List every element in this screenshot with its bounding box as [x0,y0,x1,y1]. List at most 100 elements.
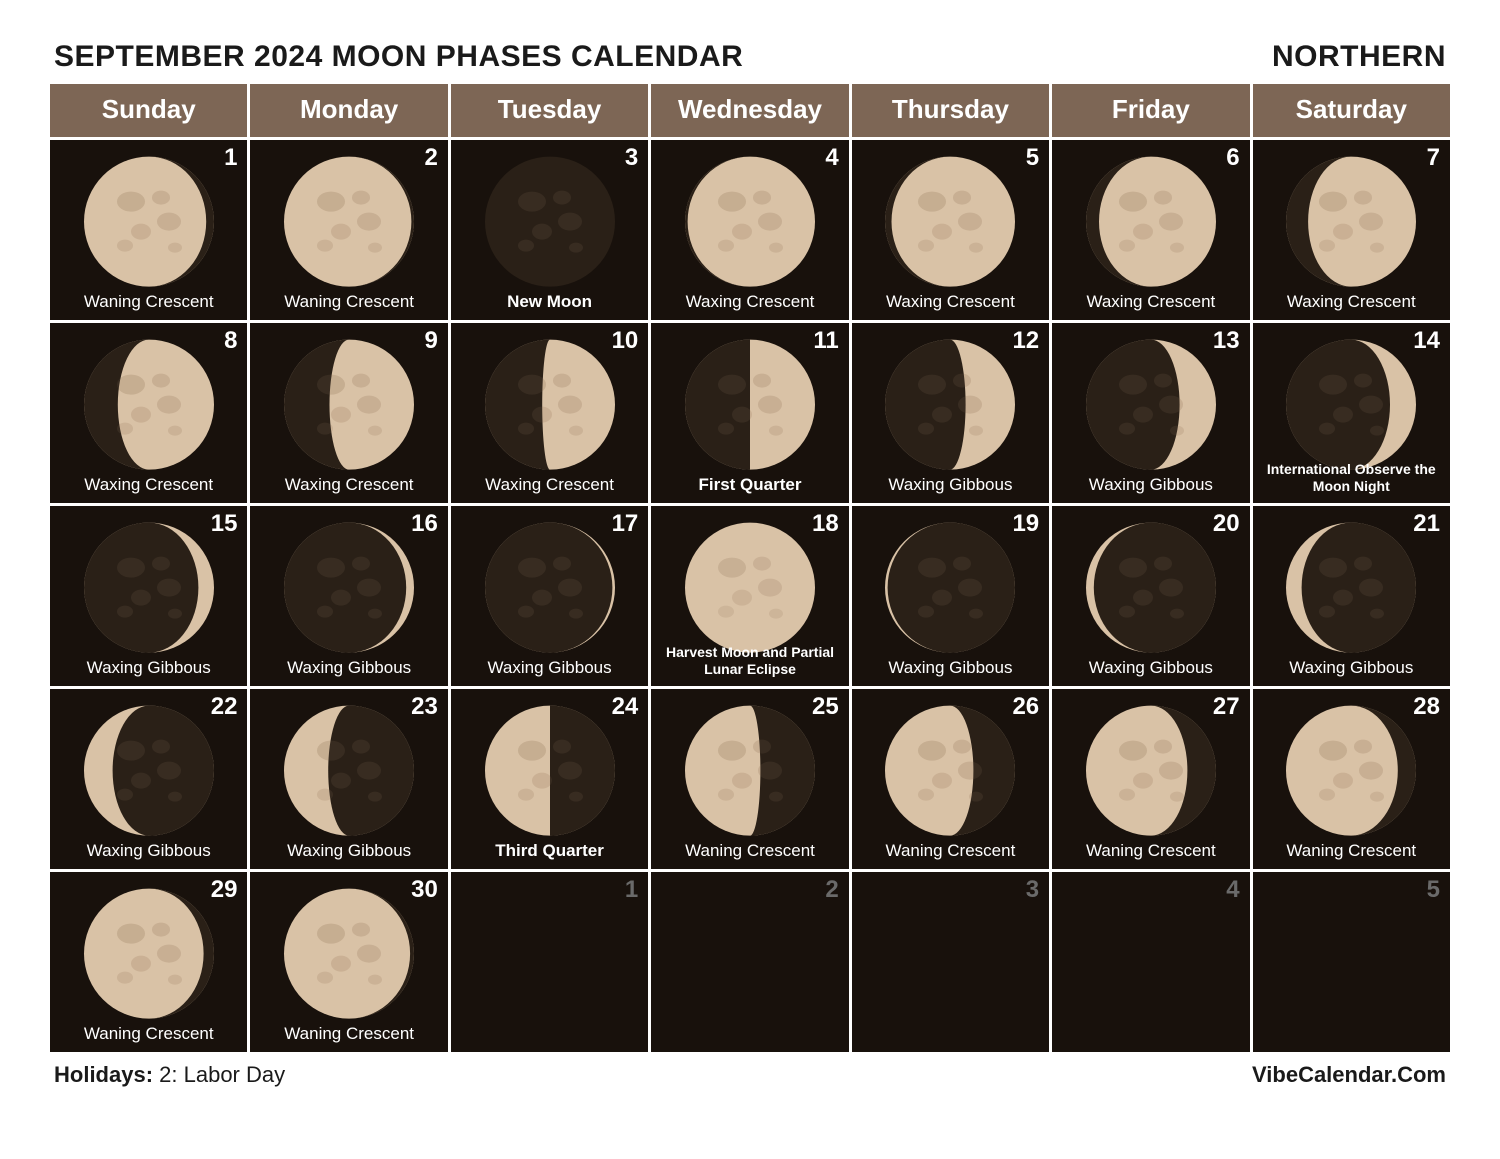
phase-label: Waxing Gibbous [50,841,247,869]
moon-icon [680,335,820,475]
holidays-label: Holidays: [54,1062,153,1087]
calendar-cell: 21 Waxing Gibbous [1253,506,1450,686]
calendar-cell: 9 Waxing Crescent [250,323,447,503]
page-title: SEPTEMBER 2024 MOON PHASES CALENDAR [54,40,743,74]
calendar-cell-other-month: 4 [1052,872,1249,1052]
moon-icon [1281,152,1421,292]
phase-label: Waxing Crescent [250,475,447,503]
calendar-cell: 24 Third Quarter [451,689,648,869]
moon-icon [1081,518,1221,658]
day-number: 2 [825,876,838,904]
day-header: Sunday [50,84,247,137]
moon-icon [680,518,820,658]
calendar-cell: 15 Waxing Gibbous [50,506,247,686]
phase-label: Waning Crescent [651,841,848,869]
moon-icon [480,701,620,841]
day-header: Friday [1052,84,1249,137]
phase-label: Third Quarter [451,841,648,869]
day-number: 6 [1226,144,1239,172]
day-number: 4 [1226,876,1239,904]
phase-label: Waxing Gibbous [1052,475,1249,503]
moon-icon [279,335,419,475]
moon-icon [79,884,219,1024]
phase-label: Harvest Moon and Partial Lunar Eclipse [651,644,848,686]
moon-icon [1081,701,1221,841]
phase-label: Waxing Gibbous [250,658,447,686]
day-number: 26 [1012,693,1039,721]
day-number: 20 [1213,510,1240,538]
moon-icon [79,152,219,292]
phase-label: International Observe the Moon Night [1253,461,1450,503]
moon-icon [680,701,820,841]
moon-icon [1081,152,1221,292]
day-number: 27 [1213,693,1240,721]
day-number: 11 [813,327,838,355]
phase-label: Waning Crescent [50,292,247,320]
day-number: 7 [1427,144,1440,172]
calendar-cell-other-month: 5 [1253,872,1450,1052]
calendar-cell: 26 Waning Crescent [852,689,1049,869]
phase-label: Waxing Crescent [1052,292,1249,320]
moon-icon [79,701,219,841]
calendar-cell: 7 Waxing Crescent [1253,140,1450,320]
footer-row: Holidays: 2: Labor Day VibeCalendar.Com [50,1062,1450,1088]
calendar-cell: 28 Waning Crescent [1253,689,1450,869]
day-number: 3 [1026,876,1039,904]
day-number: 21 [1413,510,1440,538]
calendar-cell: 2 Waning Crescent [250,140,447,320]
calendar-cell-other-month: 3 [852,872,1049,1052]
day-header: Thursday [852,84,1049,137]
day-number: 9 [424,327,437,355]
calendar-cell: 17 Waxing Gibbous [451,506,648,686]
phase-label: Waxing Gibbous [852,475,1049,503]
holidays: Holidays: 2: Labor Day [54,1062,285,1088]
day-number: 29 [211,876,238,904]
moon-icon [279,152,419,292]
moon-icon [279,884,419,1024]
phase-label: Waning Crescent [250,292,447,320]
phase-label: Waxing Crescent [50,475,247,503]
moon-icon [279,701,419,841]
calendar-cell: 13 Waxing Gibbous [1052,323,1249,503]
moon-icon [79,518,219,658]
day-number: 13 [1213,327,1240,355]
day-number: 24 [612,693,639,721]
calendar-cell: 3 New Moon [451,140,648,320]
calendar-cell: 1 Waning Crescent [50,140,247,320]
title-row: SEPTEMBER 2024 MOON PHASES CALENDAR NORT… [50,40,1450,74]
day-header: Saturday [1253,84,1450,137]
moon-icon [480,152,620,292]
calendar-cell: 25 Waning Crescent [651,689,848,869]
calendar-cell: 22 Waxing Gibbous [50,689,247,869]
source-label: VibeCalendar.Com [1252,1062,1446,1088]
day-number: 1 [625,876,638,904]
day-number: 12 [1012,327,1039,355]
calendar-cell: 11 First Quarter [651,323,848,503]
calendar-cell: 20 Waxing Gibbous [1052,506,1249,686]
day-number: 5 [1026,144,1039,172]
calendar-cell: 12 Waxing Gibbous [852,323,1049,503]
moon-icon [880,518,1020,658]
phase-label: Waxing Gibbous [451,658,648,686]
calendar-cell: 8 Waxing Crescent [50,323,247,503]
phase-label: Waxing Crescent [651,292,848,320]
day-number: 22 [211,693,238,721]
moon-icon [1281,701,1421,841]
calendar-cell: 5 Waxing Crescent [852,140,1049,320]
phase-label: Waxing Gibbous [1253,658,1450,686]
day-number: 10 [612,327,639,355]
day-number: 16 [411,510,438,538]
day-number: 15 [211,510,238,538]
calendar-cell: 6 Waxing Crescent [1052,140,1249,320]
calendar-cell: 23 Waxing Gibbous [250,689,447,869]
phase-label: Waxing Gibbous [50,658,247,686]
phase-label: Waning Crescent [250,1024,447,1052]
calendar-cell: 14 International Observe the Moon Night [1253,323,1450,503]
day-number: 4 [825,144,838,172]
day-number: 30 [411,876,438,904]
moon-icon [880,335,1020,475]
calendar-cell-other-month: 1 [451,872,648,1052]
day-header: Monday [250,84,447,137]
moon-icon [1081,335,1221,475]
phase-label: Waning Crescent [1052,841,1249,869]
